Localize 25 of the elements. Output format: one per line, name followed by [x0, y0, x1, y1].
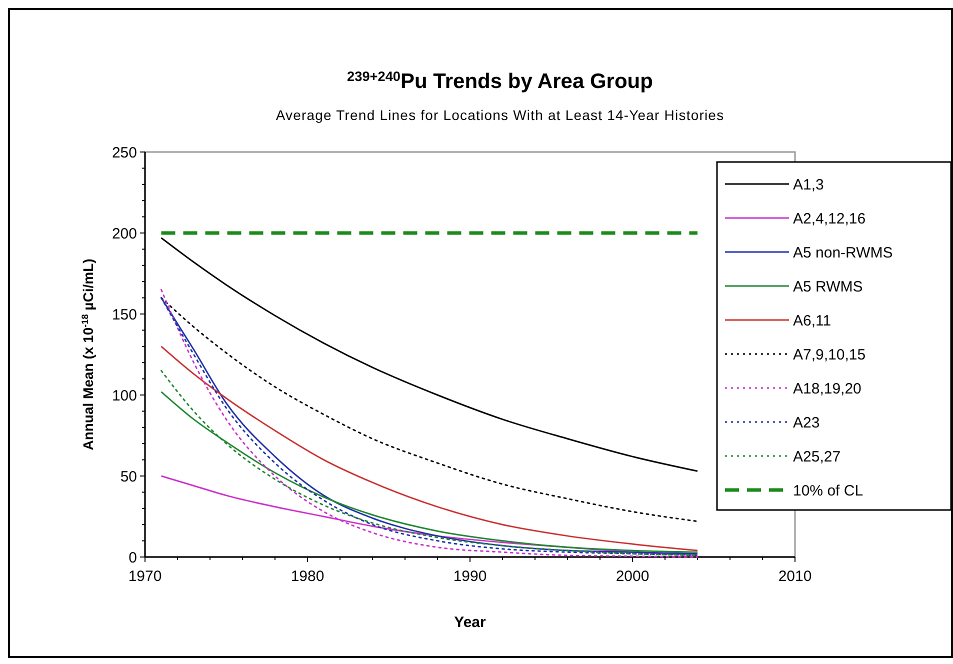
x-tick-label: 1980 [290, 568, 324, 585]
y-tick-label: 100 [112, 387, 137, 404]
legend-label: A6,11 [793, 312, 832, 330]
legend-label: A1,3 [793, 176, 824, 194]
legend-label: A23 [793, 414, 820, 432]
y-tick-label: 0 [128, 549, 137, 566]
legend-label: A2,4,12,16 [793, 210, 866, 228]
chart-title: $^{239+240}$Pu Trends by Area Group [347, 68, 653, 93]
x-tick-label: 2000 [616, 568, 650, 585]
legend-label: 10% of CL [793, 482, 864, 500]
legend-label: A18,19,20 [793, 380, 862, 398]
x-axis-title: Year [454, 614, 486, 631]
y-tick-label: 150 [112, 306, 137, 324]
legend-label: A25,27 [793, 448, 841, 466]
legend-label: A5 non-RWMS [793, 244, 893, 262]
legend-label: A7,9,10,15 [793, 346, 866, 364]
y-tick-label: 50 [120, 468, 137, 486]
x-tick-label: 1970 [128, 568, 162, 585]
y-tick-label: 200 [112, 225, 137, 242]
chart-subtitle: Average Trend Lines for Locations With at Least 14-Year Histories [276, 107, 724, 123]
legend-label: A5 RWMS [793, 278, 863, 296]
y-tick-label: 250 [112, 144, 137, 162]
x-tick-label: 1990 [453, 568, 487, 585]
line-series [160, 237, 698, 472]
x-tick-label: 2010 [778, 568, 812, 585]
